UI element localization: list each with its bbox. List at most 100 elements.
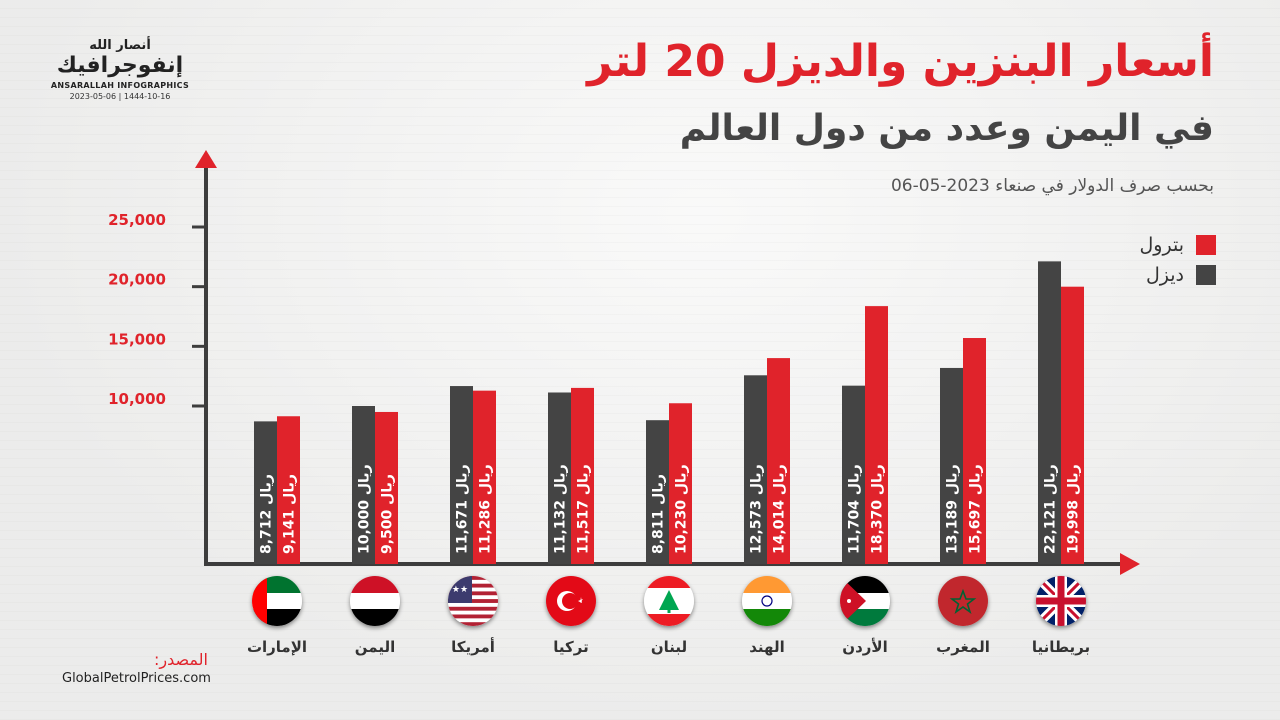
diesel-value: 8,811 [651, 510, 667, 554]
country-label: المغرب [936, 638, 990, 656]
petrol-value-label: ريال 19,998 [1066, 464, 1082, 554]
legend-swatch-petrol [1196, 235, 1216, 255]
petrol-value: 9,141 [282, 510, 298, 554]
legend-label-petrol: بترول [1139, 234, 1185, 256]
y-tick-label: 20,000 [108, 271, 166, 289]
petrol-bar [963, 338, 986, 564]
diesel-bar [352, 406, 375, 564]
petrol-unit: ريال [478, 464, 494, 500]
diesel-bar [450, 386, 473, 564]
diesel-value: 22,121 [1043, 500, 1059, 554]
uk-flag-icon [1036, 576, 1086, 626]
logo-line-3: ANSARALLAH INFOGRAPHICS [50, 81, 190, 90]
petrol-bar [473, 390, 496, 564]
diesel-value: 12,573 [749, 500, 765, 554]
petrol-value-label: ريال 9,141 [282, 474, 298, 554]
x-axis-arrow [1120, 553, 1140, 575]
petrol-bar [669, 403, 692, 564]
y-axis-arrow [195, 150, 217, 168]
logo-line-2: إنفوجرافيك [56, 53, 184, 78]
petrol-unit: ريال [282, 474, 298, 510]
diesel-value: 13,189 [945, 500, 961, 554]
india-flag-icon [742, 576, 792, 626]
diesel-value-label: ريال 22,121 [1043, 464, 1059, 554]
petrol-bar [1061, 286, 1084, 564]
petrol-value: 14,014 [772, 500, 788, 554]
diesel-bar [548, 392, 571, 564]
country-label: اليمن [354, 638, 396, 656]
diesel-bar [254, 421, 277, 564]
diesel-value: 8,712 [259, 510, 275, 554]
diesel-value-label: ريال 8,811 [651, 474, 667, 554]
jordan-flag-icon [840, 576, 890, 626]
petrol-bar [277, 416, 300, 564]
diesel-unit: ريال [1043, 464, 1059, 500]
petrol-value-label: ريال 11,286 [478, 464, 494, 554]
country-label: الإمارات [246, 638, 308, 656]
diesel-value-label: ريال 11,132 [553, 464, 569, 554]
diesel-unit: ريال [259, 474, 275, 510]
diesel-bar [744, 375, 767, 564]
turkey-flag-icon [546, 576, 596, 626]
usa-flag-icon: ★★ [448, 576, 498, 626]
diesel-bar [646, 420, 669, 564]
diesel-value-label: ريال 11,704 [847, 464, 863, 554]
petrol-value-label: ريال 15,697 [968, 464, 984, 554]
diesel-value: 11,132 [553, 500, 569, 554]
country-label: بريطانيا [1031, 638, 1091, 656]
petrol-unit: ريال [1066, 464, 1082, 500]
diesel-bar [842, 385, 865, 564]
petrol-unit: ريال [870, 464, 886, 500]
diesel-unit: ريال [945, 464, 961, 500]
legend-swatch-diesel [1196, 265, 1216, 285]
petrol-bar [571, 387, 594, 564]
exchange-note: بحسب صرف الدولار في صنعاء 2023-05-06 [890, 176, 1214, 196]
y-tick-label: 25,000 [108, 211, 166, 229]
petrol-value-label: ريال 10,230 [674, 464, 690, 554]
country-label: الأردن [842, 638, 888, 656]
diesel-unit: ريال [847, 464, 863, 500]
petrol-value: 11,286 [478, 500, 494, 554]
diesel-value: 11,671 [455, 500, 471, 554]
petrol-value-label: ريال 14,014 [772, 464, 788, 554]
petrol-value: 19,998 [1066, 500, 1082, 554]
diesel-value-label: ريال 13,189 [945, 464, 961, 554]
petrol-unit: ريال [576, 464, 592, 500]
diesel-value-label: ريال 12,573 [749, 464, 765, 554]
petrol-value: 11,517 [576, 500, 592, 554]
diesel-unit: ريال [651, 474, 667, 510]
page-title: أسعار البنزين والديزل 20 لتر [587, 36, 1214, 87]
petrol-value-label: ريال 9,500 [380, 474, 396, 554]
legend-item-petrol: بترول [1016, 230, 1216, 260]
diesel-unit: ريال [553, 464, 569, 500]
legend: بترول ديزل [1016, 230, 1216, 290]
diesel-unit: ريال [357, 464, 373, 500]
country-label: أمريكا [451, 638, 495, 656]
country-label: تركيا [553, 638, 589, 656]
source-value: GlobalPetrolPrices.com [62, 671, 211, 686]
petrol-unit: ريال [674, 464, 690, 500]
diesel-unit: ريال [749, 464, 765, 500]
petrol-bar [865, 306, 888, 564]
diesel-value-label: ريال 10,000 [357, 464, 373, 554]
yemen-flag-icon [350, 576, 400, 626]
diesel-bar [1038, 261, 1061, 564]
legend-label-diesel: ديزل [1145, 264, 1184, 286]
petrol-value: 9,500 [380, 509, 396, 554]
petrol-value-label: ريال 11,517 [576, 464, 592, 554]
country-label: الهند [749, 638, 785, 656]
y-tick-label: 10,000 [108, 390, 166, 408]
source-label: المصدر: [154, 650, 208, 669]
diesel-bar [940, 367, 963, 564]
petrol-bar [767, 358, 790, 564]
y-tick-label: 15,000 [108, 330, 166, 348]
petrol-value: 10,230 [674, 500, 690, 554]
logo-line-1: أنصار الله [89, 38, 151, 53]
uae-flag-icon [252, 576, 302, 626]
morocco-flag-icon [938, 576, 988, 626]
country-label: لبنان [650, 638, 688, 656]
diesel-value-label: ريال 11,671 [455, 464, 471, 554]
petrol-value: 15,697 [968, 500, 984, 554]
petrol-unit: ريال [380, 474, 396, 510]
petrol-unit: ريال [772, 464, 788, 500]
